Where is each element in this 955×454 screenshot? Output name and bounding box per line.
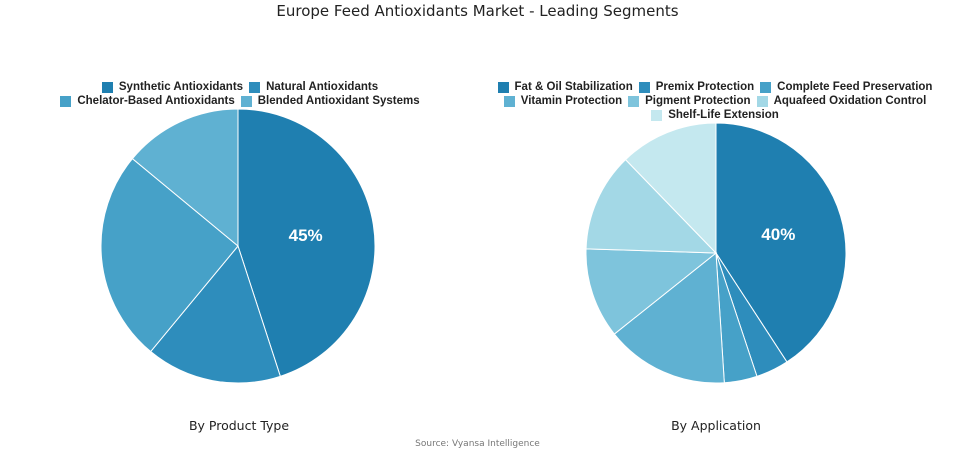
legend-item: Complete Feed Preservation bbox=[760, 80, 932, 94]
legend-swatch bbox=[760, 81, 772, 93]
legend-item: Vitamin Protection bbox=[503, 94, 623, 108]
caption-product-type: By Product Type bbox=[188, 418, 290, 433]
legend-label: Complete Feed Preservation bbox=[777, 81, 933, 93]
pie-slice bbox=[613, 252, 725, 384]
legend-swatch bbox=[240, 95, 252, 107]
legend-swatch bbox=[503, 95, 515, 107]
pie-slice bbox=[585, 158, 718, 254]
legend-item: Natural Antioxidants bbox=[249, 80, 378, 94]
legend-item: Fat & Oil Stabilization bbox=[497, 80, 633, 94]
legend-swatch bbox=[628, 95, 640, 107]
legend-swatch bbox=[497, 81, 509, 93]
legend-swatch bbox=[651, 109, 663, 121]
legend-application: Fat & Oil Stabilization Premix Protection… bbox=[490, 80, 940, 122]
pie-slice bbox=[100, 157, 239, 353]
legend-label: Shelf-Life Extension bbox=[668, 109, 779, 121]
data-label: 45% bbox=[289, 226, 323, 245]
pie-slice bbox=[237, 108, 376, 377]
legend-label: Aquafeed Oxidation Control bbox=[773, 95, 927, 107]
legend-item: Blended Antioxidant Systems bbox=[240, 94, 420, 108]
pie-slice bbox=[149, 244, 281, 384]
chart-title: Europe Feed Antioxidants Market - Leadin… bbox=[276, 2, 679, 20]
legend-label: Vitamin Protection bbox=[520, 95, 623, 107]
pie-slice bbox=[624, 122, 717, 255]
legend-swatch bbox=[638, 81, 650, 93]
legend-item: Chelator-Based Antioxidants bbox=[60, 94, 235, 108]
legend-label: Natural Antioxidants bbox=[266, 81, 379, 93]
legend-label: Chelator-Based Antioxidants bbox=[77, 95, 235, 107]
legend-item: Aquafeed Oxidation Control bbox=[756, 94, 927, 108]
legend-product-type: Synthetic Antioxidants Natural Antioxidan… bbox=[10, 80, 470, 108]
legend-label: Premix Protection bbox=[655, 81, 755, 93]
legend-swatch bbox=[60, 95, 72, 107]
legend-item: Premix Protection bbox=[638, 80, 755, 94]
pie-slice bbox=[585, 248, 718, 335]
legend-label: Blended Antioxidant Systems bbox=[257, 95, 420, 107]
legend-label: Synthetic Antioxidants bbox=[118, 81, 244, 93]
data-label: 40% bbox=[761, 225, 795, 244]
legend-swatch bbox=[249, 81, 261, 93]
legend-label: Fat & Oil Stabilization bbox=[514, 81, 633, 93]
legend-label: Pigment Protection bbox=[645, 95, 751, 107]
legend-swatch bbox=[101, 81, 113, 93]
legend-swatch bbox=[756, 95, 768, 107]
legend-item: Pigment Protection bbox=[628, 94, 751, 108]
caption-application: By Application bbox=[671, 418, 761, 433]
pie-slice bbox=[131, 108, 239, 248]
legend-item: Synthetic Antioxidants bbox=[101, 80, 244, 94]
legend-item: Shelf-Life Extension bbox=[651, 108, 779, 122]
source-note: Source: Vyansa Intelligence bbox=[415, 439, 540, 449]
